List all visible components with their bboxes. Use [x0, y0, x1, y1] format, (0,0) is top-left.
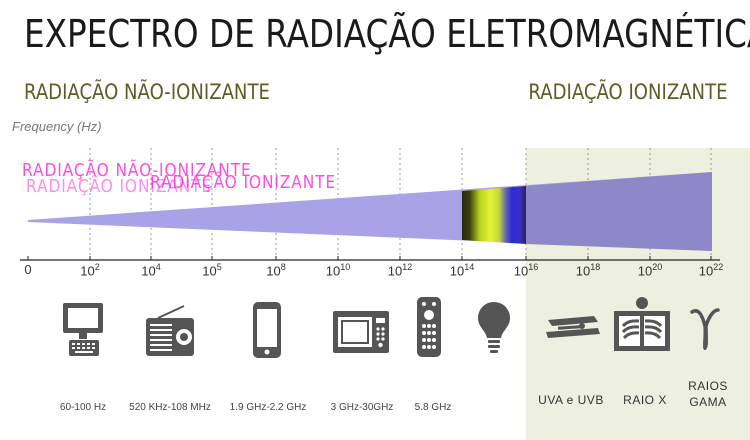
ionizing-wedge-overlay: [526, 172, 712, 251]
tick-label-base: 10: [325, 263, 341, 279]
tick-label-base: 10: [513, 263, 529, 279]
light-bulb-icon: [478, 302, 510, 353]
mobile-phone-icon: [253, 302, 281, 358]
device-caption-microwave: 3 GHz-30GHz: [330, 402, 394, 413]
overlay-label-non-ionizing: RADIAÇÃO NÃO-IONIZANTE: [22, 160, 252, 181]
tick-label: 1020: [638, 262, 662, 278]
tick-label-exponent: 18: [590, 262, 601, 272]
ionizing-label: RADIAÇÃO IONIZANTE: [528, 80, 728, 104]
visible-light-band: [462, 186, 526, 244]
device-caption-computer: 60-100 Hz: [59, 402, 107, 413]
tick-label: 108: [266, 262, 285, 278]
tick-label-exponent: 5: [216, 262, 222, 272]
tick-label: 1018: [576, 262, 600, 278]
device-caption-remote: 5.8 GHz: [414, 402, 452, 413]
tick-label-base: 10: [449, 263, 465, 279]
tick-label-exponent: 14: [464, 262, 475, 272]
tick-label-base: 10: [202, 263, 217, 279]
tick-label-base: 10: [637, 263, 653, 279]
microwave-icon: [333, 311, 389, 353]
gamma-icon: [690, 308, 720, 350]
radio-icon: [146, 305, 194, 356]
tick-label-exponent: 12: [402, 262, 413, 272]
tick-label: 1022: [699, 262, 723, 278]
page-title: EXPECTRO DE RADIAÇÃO ELETROMAGNÉTICA: [24, 12, 750, 56]
tick-label: 1014: [450, 262, 474, 278]
tick-label: 102: [80, 262, 99, 278]
device-caption-xray: RAIO X: [623, 393, 667, 407]
tick-label-exponent: 8: [280, 262, 286, 272]
device-caption-phone: 1.9 GHz-2.2 GHz: [229, 402, 307, 413]
device-caption-uv: UVA e UVB: [538, 393, 604, 407]
tick-label: 1016: [514, 262, 538, 278]
axis-ticks: [27, 256, 712, 260]
tick-label: 1012: [388, 262, 412, 278]
tick-label-base: 10: [698, 263, 714, 279]
tick-label-exponent: 22: [713, 262, 724, 272]
non-ionizing-label: RADIAÇÃO NÃO-IONIZANTE: [24, 80, 270, 104]
tick-label-base: 10: [387, 263, 403, 279]
tick-label-base: 10: [141, 263, 156, 279]
tick-label-exponent: 16: [528, 262, 539, 272]
tick-label: 104: [141, 262, 160, 278]
tick-label-base: 10: [575, 263, 591, 279]
tick-label-base: 10: [80, 263, 95, 279]
tick-label-base: 0: [24, 262, 32, 277]
xray-icon: [614, 297, 670, 351]
overlay-label-ionizing: RADIAÇÃO IONIZANTE: [150, 172, 337, 193]
device-caption-radio: 520 KHz-108 MHz: [129, 402, 211, 413]
tick-label-exponent: 20: [652, 262, 663, 272]
tick-label-exponent: 2: [94, 262, 100, 272]
frequency-axis-label: Frequency (Hz): [12, 119, 102, 134]
computer-icon: [63, 303, 103, 356]
tick-label: 0: [24, 262, 31, 277]
tick-label-exponent: 10: [340, 262, 351, 272]
tick-label: 1010: [326, 262, 350, 278]
device-caption-gamma: RAIOS GAMA: [688, 379, 728, 409]
tanning-bed-icon: [546, 316, 600, 338]
tick-label: 105: [202, 262, 221, 278]
tick-label-base: 10: [266, 263, 281, 279]
overlay-label-ionizing-echo: RADIAÇÃO IONIZANTE: [26, 176, 213, 197]
tick-label-exponent: 4: [155, 262, 161, 272]
remote-control-icon: [417, 297, 441, 357]
